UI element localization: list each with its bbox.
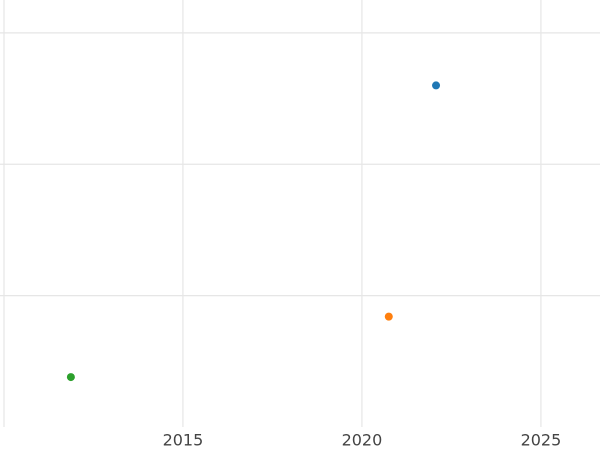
point [432,81,441,90]
x-tick-label: 2020 [342,431,383,450]
point [66,373,75,382]
x-tick-label: 2025 [521,431,562,450]
point [384,312,393,321]
x-tick-label: 2015 [163,431,204,450]
